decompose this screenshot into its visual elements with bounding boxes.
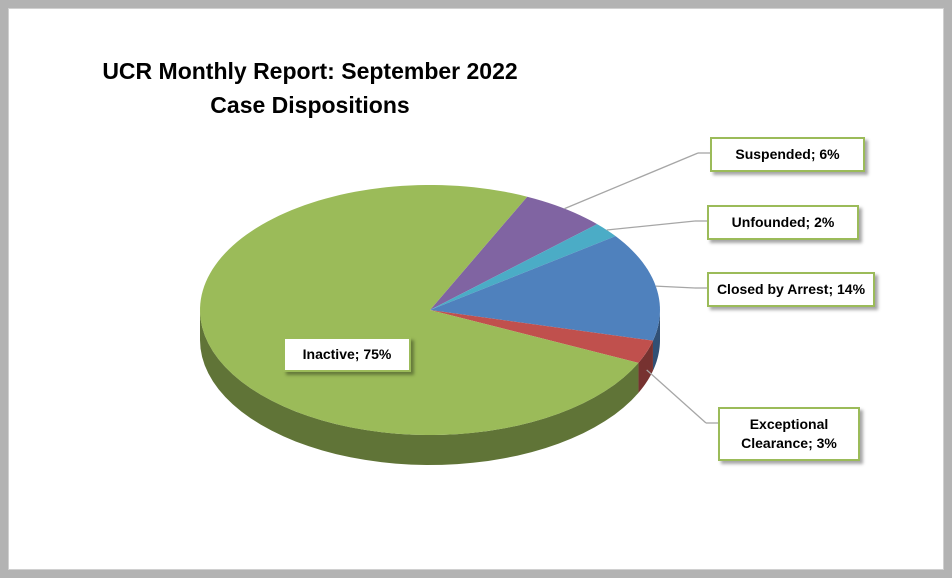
slice xyxy=(430,224,616,310)
label-separator: ; xyxy=(828,281,838,297)
leader-line xyxy=(655,285,696,289)
slice-side xyxy=(652,310,660,371)
label-value: 3% xyxy=(816,435,837,451)
label-category: Inactive xyxy=(302,346,355,362)
slice-side xyxy=(638,340,653,393)
label-category: Exceptional Clearance xyxy=(741,416,829,451)
data-label: Unfounded; 2% xyxy=(707,205,859,240)
label-separator: ; xyxy=(354,346,364,362)
chart-title: UCR Monthly Report: September 2022 xyxy=(102,58,518,84)
slice xyxy=(200,185,639,435)
label-category: Closed by Arrest xyxy=(716,281,829,297)
label-value: 2% xyxy=(814,214,835,230)
label-value: 6% xyxy=(819,146,840,162)
slice xyxy=(430,196,598,310)
data-label: Exceptional Clearance; 3% xyxy=(718,407,860,461)
slice xyxy=(430,236,660,341)
leader-line xyxy=(646,369,707,424)
leader-line xyxy=(606,220,696,231)
data-label: Suspended; 6% xyxy=(710,137,865,172)
slice xyxy=(430,310,653,363)
data-label: Closed by Arrest; 14% xyxy=(707,272,875,307)
label-separator: ; xyxy=(808,435,817,451)
label-separator: ; xyxy=(810,146,820,162)
label-category: Suspended xyxy=(735,146,811,162)
label-value: 75% xyxy=(363,346,392,362)
slice-side xyxy=(200,310,639,465)
label-separator: ; xyxy=(805,214,815,230)
chart-subtitle: Case Dispositions xyxy=(210,92,410,118)
label-value: 14% xyxy=(837,281,866,297)
label-category: Unfounded xyxy=(731,214,806,230)
leader-line xyxy=(564,152,699,210)
data-label: Inactive; 75% xyxy=(283,337,411,372)
